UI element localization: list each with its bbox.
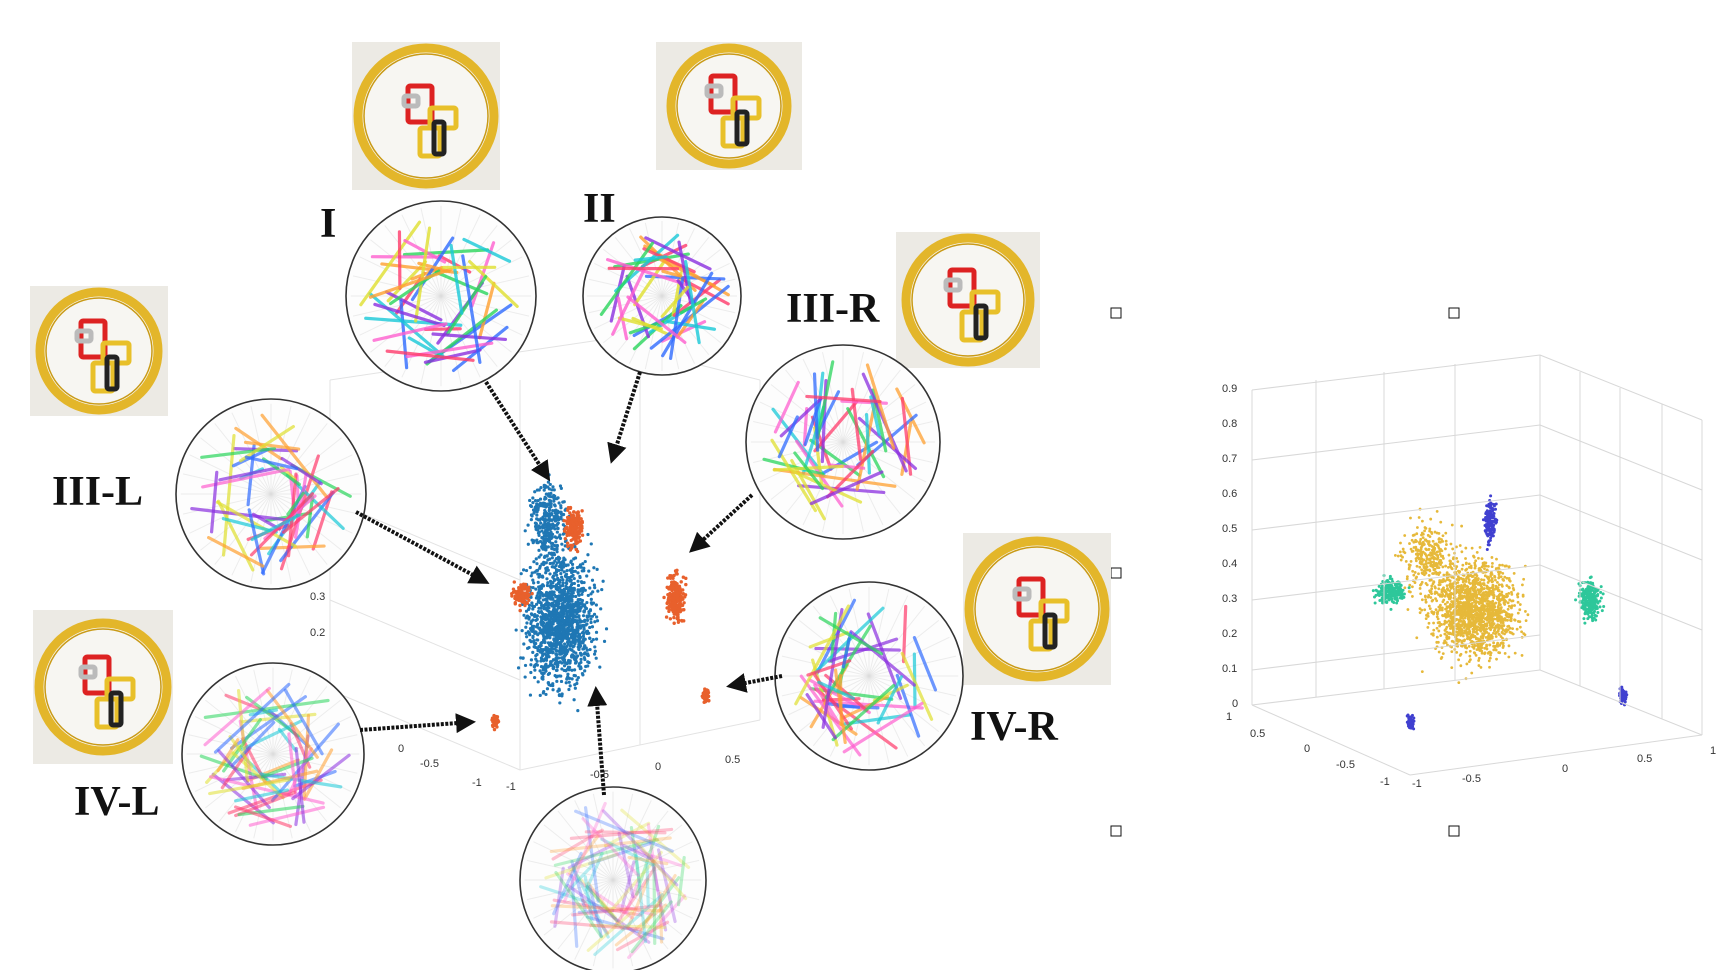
right-green-left-points — [1371, 573, 1411, 611]
right-ytick-1: 0.5 — [1250, 728, 1265, 740]
left-xtick-b3: 0.5 — [725, 754, 740, 766]
arrow-II — [607, 371, 642, 464]
arrows — [355, 371, 783, 796]
cluster-III-L-points — [510, 580, 534, 613]
right-ztick-0: 0.9 — [1222, 383, 1237, 395]
label-III-L: III-L — [52, 469, 143, 515]
right-ztick-6: 0.3 — [1222, 593, 1237, 605]
arrow-III-L — [355, 510, 490, 584]
corner-markers — [1110, 307, 1460, 837]
right-ztick-1: 0.8 — [1222, 418, 1237, 430]
right-xtick-1: -0.5 — [1462, 773, 1481, 785]
arrow-I — [484, 380, 551, 482]
cluster-IV-R-points — [700, 687, 711, 704]
right-xtick-2: 0 — [1562, 763, 1568, 775]
main-cluster-points — [514, 523, 609, 713]
inset-I — [345, 200, 537, 392]
inset-IV-R — [774, 581, 964, 771]
right-plot-yticks: 1 0.5 0 -0.5 -1 — [1226, 711, 1390, 788]
right-plot-xticks: -1 -0.5 0 0.5 1 — [1412, 745, 1716, 790]
photo-III-L — [30, 286, 168, 416]
arrow-bottom — [587, 686, 608, 796]
label-II: II — [583, 186, 616, 232]
right-ztick-9: 0 — [1232, 698, 1238, 710]
cluster-I-points — [562, 505, 585, 554]
right-ztick-4: 0.5 — [1222, 523, 1237, 535]
right-upper-points — [1393, 507, 1464, 611]
photo-IV-L — [33, 610, 173, 764]
left-xtick-b2: 0 — [655, 761, 661, 773]
right-ztick-7: 0.2 — [1222, 628, 1237, 640]
right-plot-axes — [1251, 354, 1703, 776]
right-green-right-points — [1574, 575, 1606, 625]
right-ytick-0: 1 — [1226, 711, 1232, 723]
main-cluster-upper-points — [523, 473, 572, 561]
right-ztick-5: 0.4 — [1222, 558, 1237, 570]
right-xtick-4: 1 — [1710, 745, 1716, 757]
right-ztick-3: 0.6 — [1222, 488, 1237, 500]
arrow-IV-L — [359, 713, 476, 734]
photo-III-R — [896, 232, 1040, 368]
inset-II — [582, 216, 742, 376]
right-xtick-0: -1 — [1412, 778, 1422, 790]
left-ytick-0: 0.3 — [310, 591, 325, 603]
right-ztick-8: 0.1 — [1222, 663, 1237, 675]
label-III-R: III-R — [786, 286, 880, 332]
right-blue-top-points — [1481, 494, 1499, 551]
left-xtick-b0: -1 — [506, 781, 516, 793]
left-ytick-1: 0.2 — [310, 627, 325, 639]
cluster-III-R-points — [662, 568, 688, 625]
photo-II — [656, 42, 802, 170]
robot-photos — [30, 42, 1111, 764]
right-main-points — [1415, 543, 1530, 685]
cluster-IV-L-points — [490, 713, 501, 732]
left-scatter — [490, 473, 711, 732]
photo-IV-R — [963, 533, 1111, 685]
arrow-III-R — [689, 493, 754, 553]
right-ytick-4: -1 — [1380, 776, 1390, 788]
label-IV-R: IV-R — [970, 704, 1059, 750]
right-ytick-2: 0 — [1304, 743, 1310, 755]
inset-IV-L — [181, 662, 365, 846]
arrow-IV-R — [726, 673, 783, 693]
right-ytick-3: -0.5 — [1336, 759, 1355, 771]
inset-III-R — [745, 344, 941, 540]
right-blue-left-points — [1405, 713, 1416, 731]
label-IV-L: IV-L — [74, 779, 160, 825]
right-scatter — [1371, 494, 1629, 731]
right-ztick-2: 0.7 — [1222, 453, 1237, 465]
left-xtick-a1: -0.5 — [420, 758, 439, 770]
photo-I — [352, 42, 500, 190]
left-xtick-a2: -1 — [472, 777, 482, 789]
right-xtick-3: 0.5 — [1637, 753, 1652, 765]
left-xtick-a0: 0 — [398, 743, 404, 755]
left-xtick-b1: -0.5 — [590, 769, 609, 781]
inset-III-L — [175, 398, 367, 590]
left-plot-ticks: 0.3 0.2 0 -0.5 -1 -1 -0.5 0 0.5 — [310, 591, 740, 793]
configuration-insets — [175, 200, 964, 970]
right-plot-zticks: 0.9 0.8 0.7 0.6 0.5 0.4 0.3 0.2 0.1 0 — [1222, 383, 1238, 710]
label-I: I — [320, 201, 336, 247]
inset-bottom — [519, 786, 707, 970]
